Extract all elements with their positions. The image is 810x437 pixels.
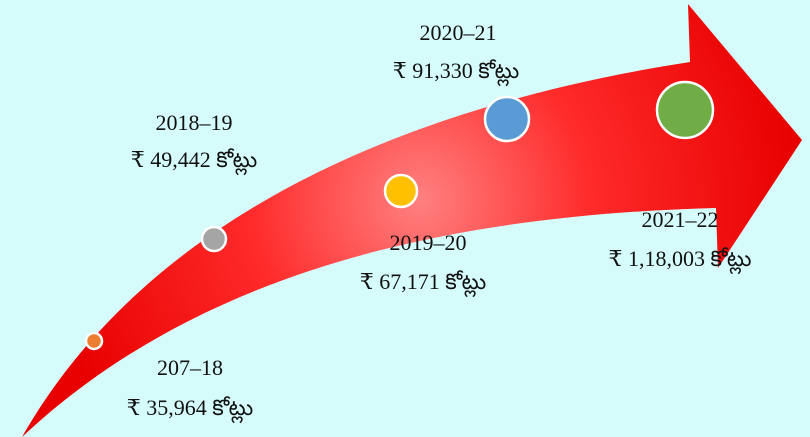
amount-label: ₹ 35,964 కోట్లు bbox=[127, 395, 253, 424]
amount-label: ₹ 49,442 కోట్లు bbox=[131, 147, 257, 176]
year-label: 2019–20 bbox=[390, 230, 467, 255]
marker bbox=[200, 225, 228, 253]
year-label: 207–18 bbox=[157, 355, 223, 380]
amount-label: ₹ 1,18,003 కోట్లు bbox=[609, 246, 752, 275]
year-label: 2020–21 bbox=[420, 20, 497, 45]
amount-label: ₹ 91,330 కోట్లు bbox=[393, 58, 519, 87]
amount-label: ₹ 67,171 కోట్లు bbox=[360, 269, 486, 298]
marker bbox=[383, 173, 419, 209]
growth-arrow bbox=[22, 4, 802, 437]
marker bbox=[483, 95, 531, 143]
year-label: 2018–19 bbox=[156, 110, 233, 135]
marker bbox=[84, 331, 104, 351]
year-label: 2021–22 bbox=[642, 207, 719, 232]
marker bbox=[655, 80, 715, 140]
